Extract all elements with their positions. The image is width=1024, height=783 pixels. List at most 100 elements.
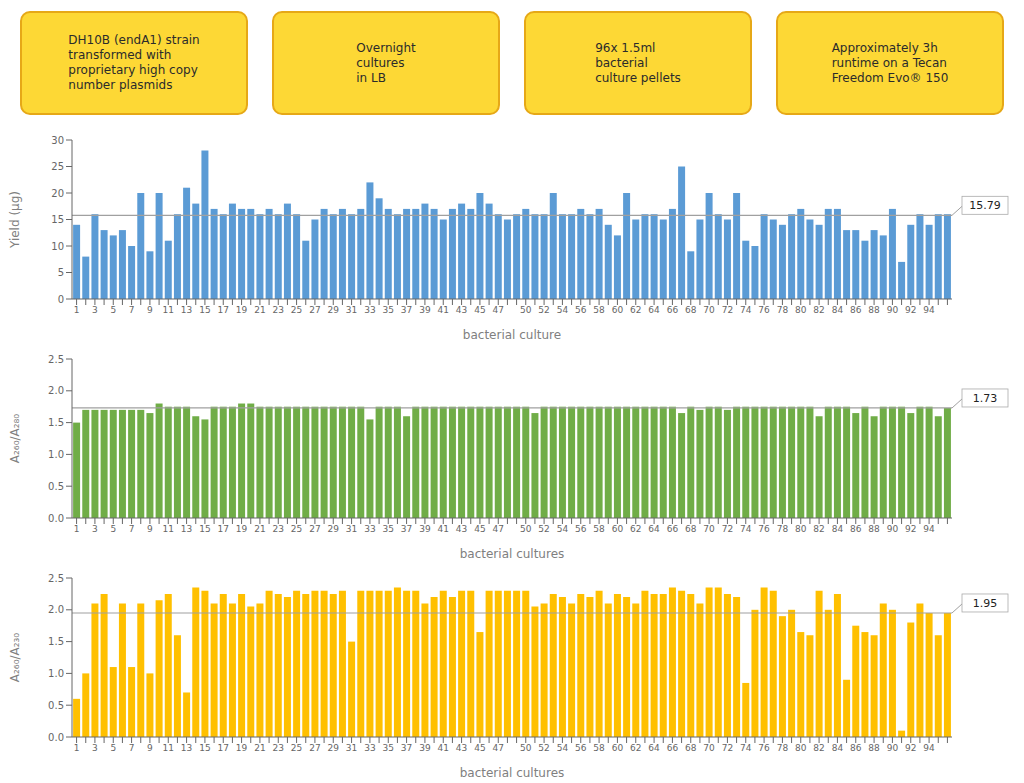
svg-text:58: 58 bbox=[593, 524, 605, 534]
svg-text:37: 37 bbox=[401, 743, 412, 753]
svg-text:52: 52 bbox=[538, 524, 549, 534]
svg-text:54: 54 bbox=[557, 305, 569, 315]
svg-text:7: 7 bbox=[129, 743, 135, 753]
svg-text:43: 43 bbox=[456, 743, 467, 753]
svg-text:37: 37 bbox=[401, 305, 412, 315]
svg-text:35: 35 bbox=[383, 305, 394, 315]
svg-text:90: 90 bbox=[887, 743, 899, 753]
svg-text:13: 13 bbox=[181, 524, 192, 534]
svg-text:29: 29 bbox=[328, 743, 340, 753]
svg-text:94: 94 bbox=[923, 743, 935, 753]
svg-text:3: 3 bbox=[92, 305, 98, 315]
svg-text:39: 39 bbox=[419, 305, 431, 315]
svg-text:1.5: 1.5 bbox=[48, 417, 64, 428]
svg-text:23: 23 bbox=[273, 305, 284, 315]
svg-text:82: 82 bbox=[813, 524, 824, 534]
svg-text:1.95: 1.95 bbox=[973, 597, 998, 610]
svg-text:bacterial culture: bacterial culture bbox=[463, 328, 561, 342]
svg-text:bacterial cultures: bacterial cultures bbox=[460, 766, 565, 780]
svg-text:0: 0 bbox=[58, 294, 64, 305]
svg-text:31: 31 bbox=[346, 743, 357, 753]
svg-text:70: 70 bbox=[703, 743, 715, 753]
svg-text:62: 62 bbox=[630, 524, 641, 534]
svg-text:86: 86 bbox=[850, 305, 862, 315]
svg-text:88: 88 bbox=[868, 743, 880, 753]
svg-text:0.5: 0.5 bbox=[48, 481, 64, 492]
svg-text:2.5: 2.5 bbox=[48, 573, 64, 584]
svg-text:21: 21 bbox=[254, 305, 265, 315]
svg-text:21: 21 bbox=[254, 743, 265, 753]
svg-text:41: 41 bbox=[438, 743, 449, 753]
svg-text:9: 9 bbox=[147, 743, 153, 753]
svg-text:47: 47 bbox=[493, 524, 504, 534]
svg-text:9: 9 bbox=[147, 305, 153, 315]
svg-text:33: 33 bbox=[364, 743, 375, 753]
svg-text:0.0: 0.0 bbox=[48, 732, 64, 743]
svg-text:25: 25 bbox=[291, 305, 302, 315]
svg-text:60: 60 bbox=[612, 524, 624, 534]
svg-text:7: 7 bbox=[129, 305, 135, 315]
svg-text:68: 68 bbox=[685, 305, 697, 315]
svg-text:94: 94 bbox=[923, 524, 935, 534]
svg-text:13: 13 bbox=[181, 743, 192, 753]
svg-text:3: 3 bbox=[92, 524, 98, 534]
svg-text:9: 9 bbox=[147, 524, 153, 534]
svg-text:43: 43 bbox=[456, 305, 467, 315]
svg-text:54: 54 bbox=[557, 524, 569, 534]
svg-text:56: 56 bbox=[575, 743, 587, 753]
svg-text:86: 86 bbox=[850, 524, 862, 534]
svg-text:5: 5 bbox=[110, 524, 116, 534]
svg-text:64: 64 bbox=[648, 524, 660, 534]
svg-text:2.0: 2.0 bbox=[48, 385, 64, 396]
svg-text:62: 62 bbox=[630, 743, 641, 753]
svg-text:80: 80 bbox=[795, 524, 807, 534]
svg-text:76: 76 bbox=[758, 524, 770, 534]
svg-text:70: 70 bbox=[703, 524, 715, 534]
svg-text:1.0: 1.0 bbox=[48, 668, 64, 679]
svg-text:84: 84 bbox=[832, 524, 844, 534]
svg-text:17: 17 bbox=[218, 305, 229, 315]
svg-text:68: 68 bbox=[685, 524, 697, 534]
svg-text:39: 39 bbox=[419, 743, 431, 753]
svg-text:11: 11 bbox=[163, 743, 174, 753]
svg-text:21: 21 bbox=[254, 524, 265, 534]
svg-text:58: 58 bbox=[593, 305, 605, 315]
svg-text:84: 84 bbox=[832, 743, 844, 753]
svg-text:7: 7 bbox=[129, 524, 135, 534]
svg-text:41: 41 bbox=[438, 305, 449, 315]
svg-text:29: 29 bbox=[328, 305, 340, 315]
svg-text:19: 19 bbox=[236, 743, 248, 753]
svg-text:74: 74 bbox=[740, 743, 752, 753]
svg-text:17: 17 bbox=[218, 743, 229, 753]
svg-text:A₂₆₀/A₂₃₀: A₂₆₀/A₂₃₀ bbox=[8, 633, 22, 683]
svg-text:56: 56 bbox=[575, 524, 587, 534]
svg-text:30: 30 bbox=[51, 135, 64, 146]
svg-text:1.73: 1.73 bbox=[973, 392, 998, 405]
svg-text:76: 76 bbox=[758, 305, 770, 315]
svg-text:62: 62 bbox=[630, 305, 641, 315]
svg-text:27: 27 bbox=[309, 524, 320, 534]
svg-text:50: 50 bbox=[520, 305, 532, 315]
svg-text:82: 82 bbox=[813, 305, 824, 315]
svg-text:78: 78 bbox=[777, 524, 789, 534]
svg-text:19: 19 bbox=[236, 524, 248, 534]
svg-text:1.0: 1.0 bbox=[48, 449, 64, 460]
svg-text:33: 33 bbox=[364, 305, 375, 315]
svg-text:5: 5 bbox=[58, 267, 64, 278]
svg-text:60: 60 bbox=[612, 305, 624, 315]
svg-text:80: 80 bbox=[795, 305, 807, 315]
svg-text:82: 82 bbox=[813, 743, 824, 753]
svg-text:88: 88 bbox=[868, 305, 880, 315]
svg-text:72: 72 bbox=[722, 305, 733, 315]
svg-text:60: 60 bbox=[612, 743, 624, 753]
svg-text:35: 35 bbox=[383, 524, 394, 534]
svg-text:92: 92 bbox=[905, 524, 916, 534]
svg-text:0.5: 0.5 bbox=[48, 700, 64, 711]
svg-text:1: 1 bbox=[74, 524, 80, 534]
svg-text:15: 15 bbox=[199, 743, 210, 753]
svg-text:15: 15 bbox=[51, 214, 64, 225]
svg-text:2.0: 2.0 bbox=[48, 604, 64, 615]
svg-text:47: 47 bbox=[493, 743, 504, 753]
svg-text:86: 86 bbox=[850, 743, 862, 753]
svg-text:54: 54 bbox=[557, 743, 569, 753]
